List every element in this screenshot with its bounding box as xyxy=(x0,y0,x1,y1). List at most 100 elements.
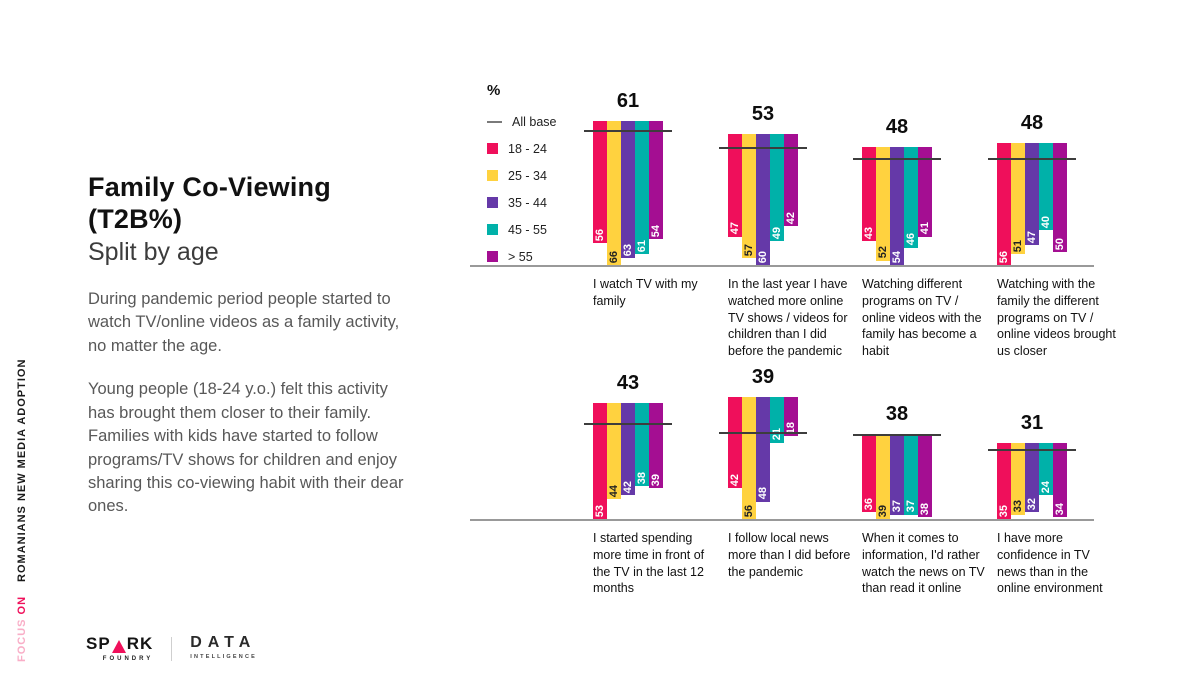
bar-group: 56 66 63 61 54 xyxy=(593,121,663,265)
bar-value-label: 46 xyxy=(905,233,917,246)
bar-> 55: 18 xyxy=(784,396,798,437)
paragraph-2: Young people (18-24 y.o.) felt this acti… xyxy=(88,380,404,516)
bar-value-label: 38 xyxy=(636,472,648,485)
swatch-25-34 xyxy=(487,170,498,181)
legend-item-35-44: 35 - 44 xyxy=(487,189,556,216)
bar-group: 42 56 48 21 18 xyxy=(728,396,798,519)
bar-value-label: 32 xyxy=(1026,498,1038,511)
bar-35 - 44: 60 xyxy=(756,134,770,265)
triangle-icon xyxy=(111,640,126,653)
bar-value-label: 35 xyxy=(998,504,1010,517)
all-base-line-icon xyxy=(487,120,502,123)
chart-group: 35 33 32 24 34 31 xyxy=(988,327,1076,519)
bar-value-label: 42 xyxy=(729,474,741,487)
legend-label: 18 - 24 xyxy=(508,141,547,156)
legend-item-25-34: 25 - 34 xyxy=(487,162,556,189)
bar-group: 43 52 54 46 41 xyxy=(862,147,932,265)
all-base-value-label: 48 xyxy=(1020,111,1044,134)
legend-item-18-24: 18 - 24 xyxy=(487,135,556,162)
spark-post: RK xyxy=(126,634,154,653)
bar-35 - 44: 47 xyxy=(1025,142,1039,246)
legend-label: 25 - 34 xyxy=(508,168,547,183)
bar-value-label: 39 xyxy=(877,504,889,517)
bar-group: 47 57 60 49 42 xyxy=(728,134,798,265)
bar-45 - 55: 21 xyxy=(770,396,784,443)
all-base-line xyxy=(853,158,941,161)
bar-18 - 24: 42 xyxy=(728,396,742,489)
bar-value-label: 40 xyxy=(1040,215,1052,229)
bar-value-label: 56 xyxy=(594,228,606,242)
legend-label: 35 - 44 xyxy=(508,195,547,210)
bar-value-label: 34 xyxy=(1054,502,1066,515)
bar-25 - 34: 57 xyxy=(742,134,756,259)
title-line2: (T2B%) xyxy=(88,203,183,234)
chart-group: 42 56 48 21 18 39 xyxy=(719,327,807,519)
legend-item-45-55: 45 - 55 xyxy=(487,216,556,243)
bar-value-label: 42 xyxy=(622,480,634,494)
spark-foundry-logo: SP RK FOUNDRY xyxy=(86,634,153,662)
legend-item-all-base: All base xyxy=(487,108,556,135)
bar-18 - 24: 35 xyxy=(997,442,1011,519)
axis-line xyxy=(470,519,1094,521)
bar-group: 35 33 32 24 34 xyxy=(997,442,1067,519)
swatch-over-55 xyxy=(487,251,498,262)
page-title: Family Co-Viewing (T2B%) xyxy=(88,172,418,235)
bar-value-label: 43 xyxy=(863,226,875,240)
bar-18 - 24: 53 xyxy=(593,403,607,519)
bar-25 - 34: 39 xyxy=(876,433,890,519)
bar-25 - 34: 44 xyxy=(607,403,621,500)
data-sub-label: INTELLIGENCE xyxy=(190,654,257,660)
category-label: I follow local news more than I did befo… xyxy=(728,531,851,579)
bar-value-label: 53 xyxy=(594,504,606,517)
category-label: In the last year I have watched more onl… xyxy=(728,277,848,358)
bar-25 - 34: 52 xyxy=(876,147,890,261)
bar-> 55: 34 xyxy=(1053,442,1067,517)
bar-35 - 44: 54 xyxy=(890,147,904,265)
bar-45 - 55: 38 xyxy=(635,403,649,487)
spark-sub-label: FOUNDRY xyxy=(102,656,154,662)
bar-18 - 24: 47 xyxy=(728,134,742,237)
category-label: Watching different programs on TV / onli… xyxy=(862,277,982,358)
swatch-35-44 xyxy=(487,197,498,208)
chart-group: 43 52 54 46 41 48 xyxy=(853,73,941,265)
chart-group: 36 39 37 37 38 38 xyxy=(853,327,941,519)
bar-value-label: 38 xyxy=(919,502,931,515)
bar-value-label: 41 xyxy=(919,222,931,235)
bar-group: 56 51 47 40 50 xyxy=(997,142,1067,265)
legend-label: 45 - 55 xyxy=(508,222,547,237)
paragraph-1: During pandemic period people started to… xyxy=(88,290,400,355)
bar-value-label: 49 xyxy=(771,226,783,240)
data-intelligence-logo: DATA INTELLIGENCE xyxy=(190,634,257,660)
bar-45 - 55: 24 xyxy=(1039,442,1053,496)
bar-18 - 24: 56 xyxy=(997,142,1011,265)
bar-group: 53 44 42 38 39 xyxy=(593,403,663,519)
bar-value-label: 52 xyxy=(877,246,889,259)
bar-value-label: 24 xyxy=(1040,480,1052,494)
bar-value-label: 51 xyxy=(1012,239,1024,253)
footer-logos: SP RK FOUNDRY DATA INTELLIGENCE xyxy=(86,634,257,662)
bar-35 - 44: 42 xyxy=(621,403,635,496)
all-base-line xyxy=(584,130,672,133)
bar-value-label: 54 xyxy=(891,250,903,263)
logo-divider xyxy=(171,637,173,661)
bar-value-label: 42 xyxy=(785,211,797,224)
spark-wordmark: SP RK xyxy=(86,634,153,654)
bar-25 - 34: 66 xyxy=(607,121,621,265)
all-base-line xyxy=(988,449,1076,452)
strip-topic: ROMANIANS NEW MEDIA ADOPTION xyxy=(16,358,28,582)
chart-group: 47 57 60 49 42 53 xyxy=(719,73,807,265)
all-base-line xyxy=(853,434,941,437)
bar-value-label: 47 xyxy=(729,222,741,235)
bar-value-label: 33 xyxy=(1012,500,1024,513)
bar-45 - 55: 40 xyxy=(1039,142,1053,231)
bar-group: 36 39 37 37 38 xyxy=(862,433,932,519)
bar-> 55: 50 xyxy=(1053,142,1067,252)
swatch-45-55 xyxy=(487,224,498,235)
bar-45 - 55: 61 xyxy=(635,121,649,255)
all-base-value-label: 48 xyxy=(885,116,909,139)
category-label: I have more confidence in TV news than i… xyxy=(997,531,1103,596)
chart-group: 56 66 63 61 54 61 xyxy=(584,73,672,265)
bar-value-label: 57 xyxy=(743,244,755,257)
bar-35 - 44: 32 xyxy=(1025,442,1039,513)
